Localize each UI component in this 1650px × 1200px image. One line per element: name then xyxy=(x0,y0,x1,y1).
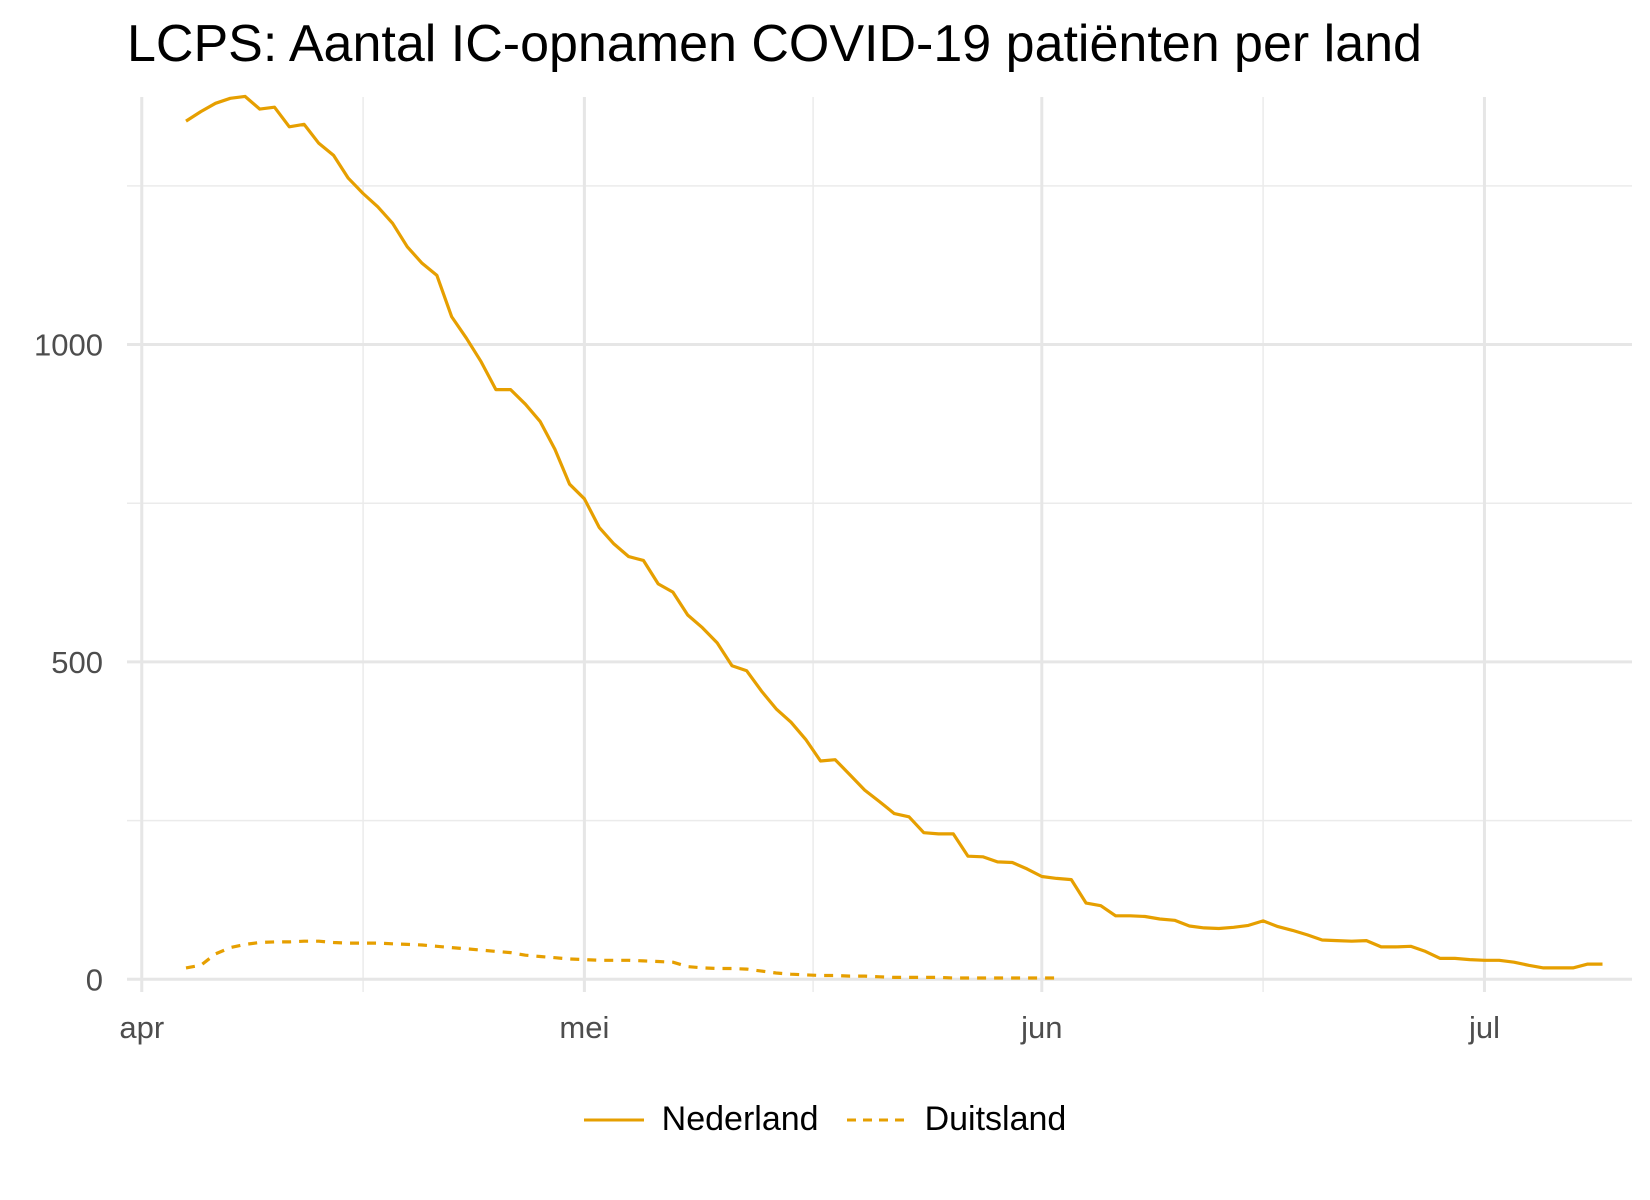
y-axis-labels: 0 500 1000 xyxy=(34,328,103,998)
legend-label-duitsland: Duitsland xyxy=(924,1100,1067,1138)
x-axis-labels: apr mei jun jul xyxy=(119,1010,1500,1045)
y-tick-label: 0 xyxy=(86,962,103,997)
legend-label-nederland: Nederland xyxy=(661,1100,819,1138)
chart-title: LCPS: Aantal IC-opnamen COVID-19 patiënt… xyxy=(127,15,1422,73)
x-tick-label: apr xyxy=(119,1010,164,1045)
legend-key-dashed xyxy=(846,1118,907,1121)
major-gridlines xyxy=(127,97,1632,992)
y-tick-label: 500 xyxy=(51,645,103,680)
minor-gridlines xyxy=(127,97,1632,992)
x-tick-label: jun xyxy=(1020,1010,1062,1045)
series-lines xyxy=(185,94,1603,980)
legend-key-solid xyxy=(583,1118,644,1121)
legend-item-duitsland: Duitsland xyxy=(846,1100,1067,1139)
series-line-duitsland xyxy=(185,939,1057,980)
x-tick-label: jul xyxy=(1468,1010,1500,1045)
y-tick-label: 1000 xyxy=(34,328,103,363)
x-tick-label: mei xyxy=(559,1010,609,1045)
legend-item-nederland: Nederland xyxy=(583,1100,819,1139)
series-line-nederland xyxy=(185,94,1603,970)
legend: Nederland Duitsland xyxy=(0,1100,1650,1139)
